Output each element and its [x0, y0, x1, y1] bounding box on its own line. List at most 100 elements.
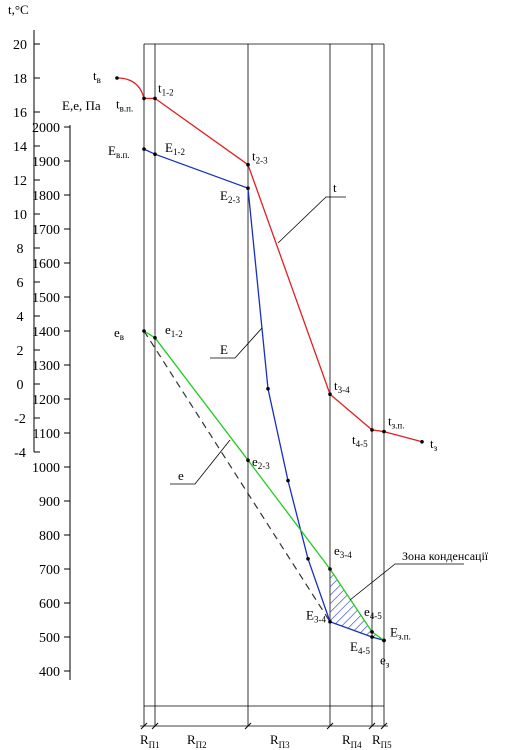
- t-tick-label: -2: [14, 412, 26, 427]
- point-label-t-2: t1-2: [158, 80, 174, 97]
- data-point-E-4: [286, 478, 290, 483]
- point-label-E-1: E1-2: [165, 140, 185, 157]
- curve-label-E-text: E: [220, 342, 228, 357]
- data-point-t-7: [420, 440, 424, 444]
- data-point-e-0: [142, 329, 146, 333]
- point-label-t-5: t4-5: [352, 432, 368, 449]
- point-label-e-2: e2-3: [252, 454, 270, 471]
- e-tick-label: 1700: [32, 223, 60, 238]
- t-tick-label: 4: [17, 310, 24, 325]
- data-point-E-3: [266, 387, 270, 391]
- t-tick-label: 12: [13, 174, 27, 189]
- t-axis-label: t,°C: [8, 2, 29, 17]
- point-label-e-1: e1-2: [165, 322, 183, 339]
- e-axis: E,e, Па 2000 1900 1800 1700 1600 1500 1400 1300…: [32, 98, 101, 680]
- data-point-e-2: [246, 458, 250, 463]
- data-point-t-6: [382, 429, 386, 434]
- e-tick-label: 1200: [32, 393, 60, 408]
- dashed-line: [143, 330, 331, 623]
- point-label-t-4: t3-4: [334, 378, 350, 395]
- curve-label-e: e: [170, 439, 231, 485]
- e-tick-label: 1800: [32, 189, 60, 204]
- e-tick-label: 500: [39, 631, 60, 646]
- data-point-t-3: [246, 162, 250, 167]
- data-point-e-5: [382, 638, 386, 643]
- t-tick-label: 20: [13, 38, 27, 53]
- point-label-t-3: t2-3: [252, 149, 268, 166]
- series-layer: [115, 76, 424, 643]
- condensation-annotation: Зона конденсації: [349, 549, 489, 601]
- point-label-e-4: e4-5: [364, 604, 382, 621]
- data-point-e-1: [153, 336, 157, 340]
- resistance-label-1: RП1: [140, 732, 160, 750]
- data-point-E-0: [142, 147, 146, 151]
- data-point-t-4: [328, 392, 332, 397]
- series-line-e: [143, 330, 385, 641]
- point-label-t-0: tв: [93, 68, 101, 85]
- data-point-E-6: [328, 619, 332, 624]
- series-line-t: [116, 77, 423, 443]
- dim-tick: [368, 722, 376, 730]
- data-point-e-3: [328, 567, 332, 571]
- e-tick-label: 800: [39, 529, 60, 544]
- e-tick-label: 2000: [32, 121, 60, 136]
- e-tick-label: 1600: [32, 257, 60, 272]
- t-tick-label: 8: [17, 242, 24, 257]
- dim-tick: [326, 722, 334, 730]
- point-label-E-0: Eв.п.: [108, 143, 130, 160]
- resistance-labels: RП1 RП2 RП3 RП4 RП5: [140, 732, 392, 750]
- t-tick-label: 16: [13, 106, 27, 121]
- dim-tick: [380, 722, 388, 730]
- condensation-zone: [330, 569, 384, 641]
- data-point-E-7: [370, 635, 374, 639]
- point-label-t-7: tз: [430, 436, 438, 453]
- t-tick-label: 6: [17, 276, 24, 291]
- e-tick-label: 1400: [32, 325, 60, 340]
- resistance-dimension: [140, 722, 388, 730]
- point-label-e-5: eз: [380, 652, 390, 669]
- point-label-e-3: e3-4: [334, 543, 352, 560]
- e-tick-label: 400: [39, 665, 60, 680]
- data-point-t-0: [115, 76, 119, 80]
- e-tick-label: 900: [39, 495, 60, 510]
- point-label-E-2: E2-3: [220, 188, 240, 205]
- data-point-t-1: [142, 96, 146, 101]
- e-tick-label: 700: [39, 563, 60, 578]
- data-point-t-2: [153, 96, 157, 101]
- wall-layers: [143, 43, 385, 726]
- data-point-E-1: [153, 152, 157, 156]
- e-tick-label: 1900: [32, 155, 60, 170]
- point-label-t-6: tз.п.: [388, 414, 405, 431]
- t-tick-label: 18: [13, 72, 27, 87]
- point-label-E-7: E4-5: [350, 639, 370, 656]
- dim-tick: [151, 722, 159, 730]
- curve-label-e-text: e: [178, 468, 184, 483]
- dim-tick: [140, 722, 148, 730]
- resistance-label-5: RП5: [372, 732, 392, 750]
- point-label-E-6: E3-4: [306, 608, 326, 625]
- point-label-t-1: tв.п.: [116, 96, 133, 113]
- condensation-annotation-text: Зона конденсації: [402, 549, 489, 563]
- data-point-E-2: [246, 186, 250, 190]
- data-point-E-5: [306, 557, 310, 561]
- t-tick-label: 14: [13, 140, 27, 155]
- t-tick-label: 0: [17, 378, 24, 393]
- dim-tick: [244, 722, 252, 730]
- data-point-e-4: [370, 630, 374, 634]
- t-tick-label: 2: [17, 344, 24, 359]
- curve-label-E: E: [210, 327, 263, 359]
- resistance-label-3: RП3: [270, 732, 290, 750]
- t-tick-label: 10: [13, 208, 27, 223]
- curve-label-t-text: t: [333, 180, 337, 195]
- point-label-e-0: eв: [114, 325, 124, 342]
- point-label-E-8: Eз.п.: [390, 624, 411, 641]
- t-tick-label: -4: [14, 446, 26, 461]
- e-tick-label: 600: [39, 597, 60, 612]
- e-tick-label: 1000: [32, 461, 60, 476]
- resistance-label-4: RП4: [342, 732, 362, 750]
- curve-label-t: t: [277, 180, 346, 244]
- e-axis-label: E,e, Па: [62, 98, 101, 113]
- e-tick-label: 1500: [32, 291, 60, 306]
